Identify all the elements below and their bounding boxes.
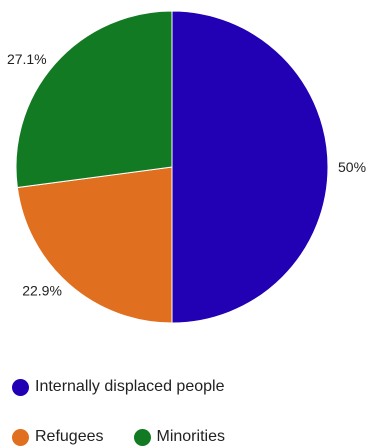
legend-label-refugees: Refugees (35, 428, 104, 445)
pie-label-internally-displaced-people: 50% (338, 159, 366, 175)
pie-slice-refugees[interactable] (16, 166, 173, 324)
pie-slice-internally-displaced-people[interactable] (171, 10, 329, 324)
legend-swatch-refugees (12, 428, 29, 446)
legend-item-refugees[interactable]: Refugees (12, 428, 104, 446)
legend-swatch-minorities (133, 428, 151, 446)
pie-labels: 50% 22.9% 27.1% (7, 51, 366, 298)
legend-row-2: Refugees Minorities (12, 428, 255, 446)
legend-label-internally-displaced: Internally displaced people (35, 378, 225, 395)
legend-label-minorities: Minorities (156, 428, 225, 445)
pie-label-refugees: 22.9% (22, 282, 62, 298)
pie-slices (15, 10, 329, 324)
legend-swatch-internally-displaced (12, 378, 29, 396)
pie-chart: 50% 22.9% 27.1% (7, 10, 366, 324)
legend-item-internally-displaced[interactable]: Internally displaced people (12, 378, 224, 396)
legend-item-minorities[interactable]: Minorities (133, 428, 225, 446)
pie-label-minorities: 27.1% (7, 51, 47, 67)
pie-slice-minorities[interactable] (15, 10, 173, 189)
legend-row-1: Internally displaced people (12, 378, 254, 396)
